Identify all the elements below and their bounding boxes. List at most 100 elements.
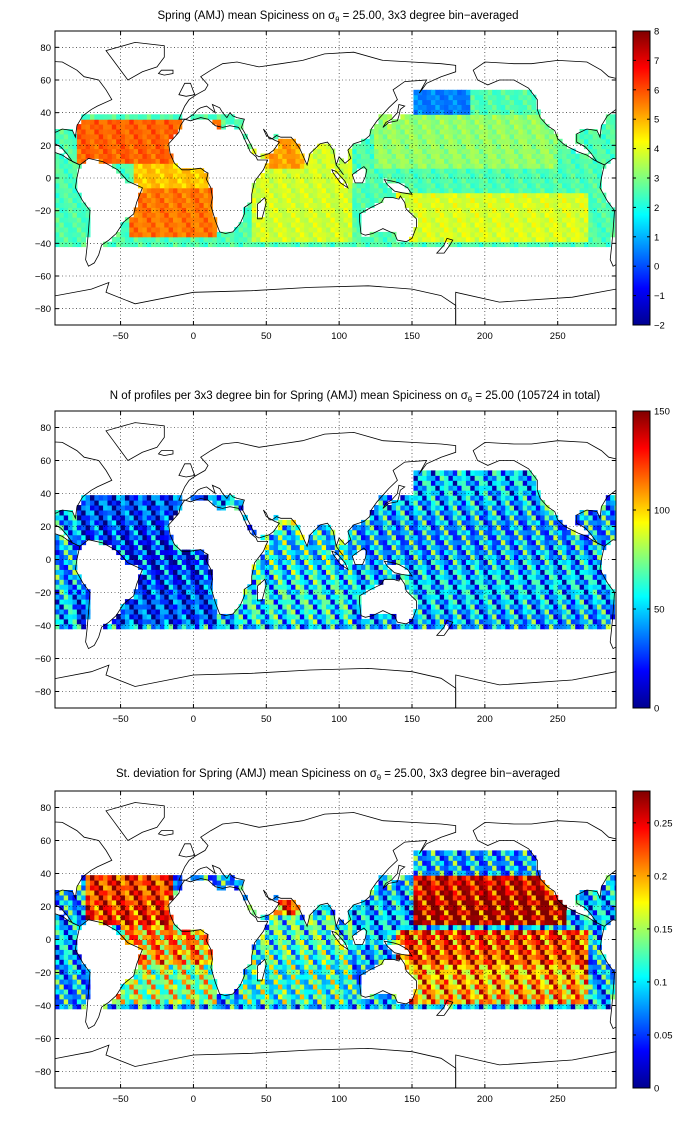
- data-cell: [378, 182, 384, 189]
- data-cell: [89, 524, 95, 531]
- data-cell: [557, 544, 563, 551]
- data-cell: [63, 212, 69, 218]
- data-cell: [509, 524, 515, 531]
- data-cell: [155, 613, 161, 620]
- data-cell: [63, 138, 69, 145]
- data-cell: [461, 158, 467, 164]
- data-cell: [326, 227, 331, 233]
- data-cell: [448, 544, 454, 551]
- data-cell: [330, 227, 336, 233]
- data-cell: [509, 236, 515, 243]
- data-cell: [575, 236, 581, 243]
- data-cell: [522, 579, 528, 585]
- data-cell: [59, 554, 65, 560]
- data-cell: [413, 133, 419, 140]
- data-cell: [317, 212, 323, 218]
- data-cell: [518, 187, 524, 194]
- data-cell: [142, 212, 148, 218]
- data-cell: [540, 554, 546, 560]
- data-cell: [168, 133, 174, 140]
- data-cell: [557, 168, 563, 174]
- data-cell: [439, 129, 445, 135]
- data-cell: [575, 549, 581, 556]
- data-cell: [535, 584, 541, 590]
- data-cell: [566, 192, 572, 199]
- data-cell: [575, 217, 581, 223]
- data-cell: [430, 178, 436, 184]
- data-cell: [256, 192, 261, 199]
- data-cell: [168, 599, 174, 605]
- data-cell: [457, 554, 463, 560]
- data-cell: [76, 609, 82, 615]
- data-cell: [448, 549, 454, 556]
- data-cell: [273, 158, 279, 164]
- data-cell: [282, 609, 288, 615]
- data-cell: [465, 114, 471, 120]
- data-cell: [570, 236, 576, 243]
- data-cell: [347, 178, 353, 184]
- data-cell: [378, 133, 384, 140]
- data-cell: [597, 554, 602, 560]
- data-cell: [430, 579, 436, 585]
- data-cell: [277, 569, 283, 575]
- data-cell: [146, 564, 152, 570]
- data-cell: [59, 168, 65, 174]
- data-cell: [269, 594, 275, 600]
- data-cell: [505, 574, 511, 580]
- data-cell: [430, 207, 436, 213]
- data-cell: [439, 559, 445, 565]
- data-cell: [492, 529, 498, 536]
- data-cell: [216, 236, 222, 243]
- data-cell: [151, 594, 157, 600]
- data-cell: [361, 584, 366, 590]
- data-cell: [124, 544, 130, 551]
- data-cell: [387, 192, 393, 199]
- data-cell: [444, 559, 449, 565]
- data-cell: [299, 173, 305, 179]
- data-cell: [527, 153, 532, 159]
- data-cell: [422, 584, 428, 590]
- data-cell: [457, 129, 463, 135]
- data-cell: [452, 207, 458, 213]
- data-cell: [146, 187, 152, 194]
- data-cell: [522, 584, 528, 590]
- data-cell: [208, 187, 213, 194]
- data-cell: [470, 584, 476, 590]
- data-cell: [461, 109, 467, 115]
- data-cell: [413, 143, 419, 150]
- data-cell: [417, 539, 423, 546]
- data-cell: [68, 212, 73, 218]
- data-cell: [382, 168, 388, 174]
- data-cell: [592, 163, 598, 169]
- data-cell: [448, 182, 454, 189]
- data-cell: [470, 158, 476, 164]
- data-cell: [76, 604, 82, 610]
- data-cell: [326, 569, 331, 575]
- data-cell: [588, 231, 594, 238]
- data-cell: [570, 182, 576, 189]
- data-cell: [553, 138, 559, 145]
- data-cell: [260, 187, 266, 194]
- data-cell: [155, 594, 161, 600]
- data-cell: [487, 114, 493, 120]
- data-cell: [269, 158, 275, 164]
- data-cell: [400, 192, 406, 199]
- data-cell: [334, 569, 340, 575]
- data-cell: [509, 217, 515, 223]
- data-cell: [601, 524, 607, 531]
- data-cell: [138, 138, 143, 145]
- data-cell: [159, 604, 165, 610]
- data-cell: [186, 559, 192, 565]
- data-cell: [391, 574, 397, 580]
- data-cell: [531, 549, 537, 556]
- data-cell: [457, 138, 463, 145]
- data-cell: [409, 539, 414, 546]
- data-cell: [444, 192, 449, 199]
- data-cell: [570, 168, 576, 174]
- data-cell: [527, 539, 532, 546]
- data-cell: [439, 143, 445, 150]
- data-cell: [194, 187, 200, 194]
- data-cell: [439, 99, 445, 105]
- data-cell: [138, 178, 143, 184]
- data-cell: [522, 133, 528, 140]
